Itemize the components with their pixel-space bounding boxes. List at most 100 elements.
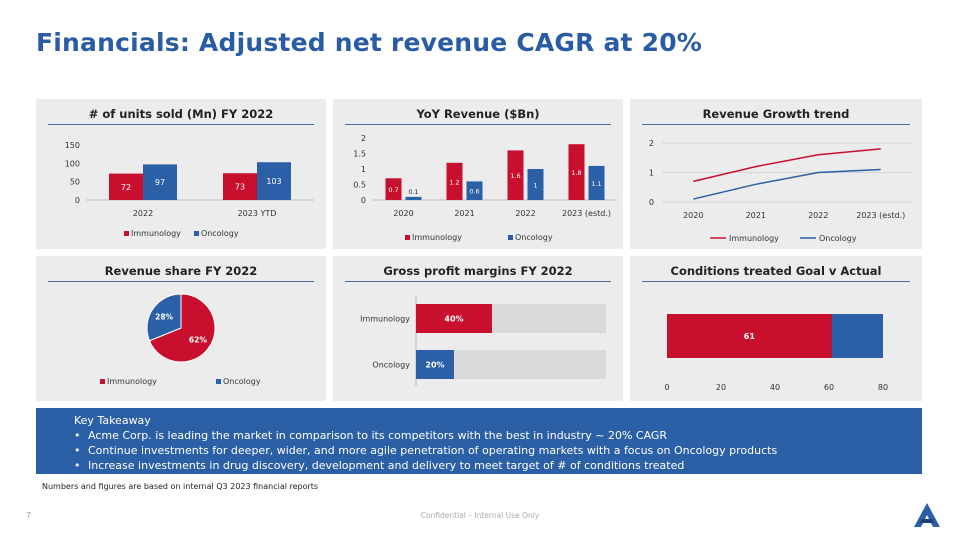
units-sold-panel: # of units sold (Mn) FY 2022 0 50 100 150 72… (36, 99, 326, 249)
gross-margin-chart: 40% Immunology 20% Oncology (360, 296, 606, 386)
key-takeaway-list: Acme Corp. is leading the market in comp… (74, 428, 777, 473)
revenue-share-divider (48, 281, 314, 282)
bar (416, 350, 454, 379)
gross-margin-panel: Gross profit margins FY 2022 40% Immunolo… (333, 256, 623, 401)
x-tick-label: 2021 (454, 209, 474, 218)
takeaway-bullet: Increase investments in drug discovery, … (74, 458, 777, 473)
y-tick-label: 1 (361, 165, 366, 174)
pie-slice (146, 293, 182, 342)
footnote: Numbers and figures are based on interna… (42, 482, 319, 491)
bar (405, 196, 422, 200)
x-tick-label: 2020 (683, 211, 703, 220)
data-label: 1.6 (510, 172, 520, 180)
data-label: 61 (744, 332, 756, 341)
x-tick-label: 80 (878, 383, 888, 392)
pie-slice (148, 293, 216, 363)
legend-label: Oncology (515, 233, 553, 242)
yoy-revenue-chart: 0 0.5 1 1.5 2 0.7 0.1 2020 1.2 0.6 2021 1.6 1 2022 1.8… (353, 134, 617, 242)
conditions-title: Conditions treated Goal v Actual (670, 264, 882, 278)
data-label: 20% (425, 361, 444, 370)
conditions-divider (642, 281, 910, 282)
revenue-share-title: Revenue share FY 2022 (104, 264, 258, 278)
legend-swatch (194, 231, 199, 236)
series-line (693, 148, 881, 183)
y-tick-label: 0.5 (353, 181, 366, 190)
yoy-revenue-title: YoY Revenue ($Bn) (416, 107, 540, 121)
legend-swatch (508, 235, 513, 240)
x-tick-label: 2023 YTD (238, 209, 277, 218)
growth-trend-panel: Revenue Growth trend 0 1 2 2020 2021 2022 2023… (630, 99, 922, 249)
page-title: Financials: Adjusted net revenue CAGR at… (36, 28, 703, 57)
growth-trend-chart: 0 1 2 2020 2021 2022 2023 (estd.) Immunology Onc… (649, 139, 912, 243)
slice-label: 28% (155, 313, 173, 322)
x-tick-label: 60 (824, 383, 834, 392)
data-label: 103 (266, 177, 281, 186)
yoy-revenue-divider (345, 124, 611, 125)
page-number: 7 (26, 511, 32, 520)
x-tick-label: 2022 (133, 209, 153, 218)
y-tick-label: 1.5 (353, 150, 366, 159)
slice-label: 62% (189, 335, 207, 344)
bar (143, 164, 177, 200)
legend-label: Immunology (729, 234, 779, 243)
data-label: 72 (121, 183, 131, 192)
units-sold-title: # of units sold (Mn) FY 2022 (88, 107, 274, 121)
key-takeaway-heading: Key Takeaway (74, 414, 151, 427)
company-logo-icon (914, 503, 940, 527)
y-tick-label: 50 (70, 178, 80, 187)
data-label: 0.7 (388, 186, 398, 194)
legend-swatch (100, 379, 105, 384)
legend-swatch (405, 235, 410, 240)
conditions-panel: Conditions treated Goal v Actual 61 0 20 40… (630, 256, 922, 401)
legend-label: Oncology (223, 377, 261, 386)
y-tick-label: 0 (649, 198, 654, 207)
data-label: 1.2 (449, 178, 459, 186)
bar (109, 173, 143, 200)
x-tick-label: 2020 (393, 209, 413, 218)
data-label: 1.8 (571, 169, 581, 177)
bar (223, 173, 257, 200)
bar (466, 181, 483, 200)
y-tick-label: 150 (65, 141, 80, 150)
series-line (693, 168, 881, 200)
growth-trend-divider (642, 124, 910, 125)
y-category-label: Oncology (372, 361, 410, 370)
bar (568, 144, 585, 200)
bar (257, 162, 291, 200)
data-label: 1.1 (591, 180, 601, 188)
actual-bar (667, 314, 832, 358)
legend-swatch (124, 231, 129, 236)
x-tick-label: 0 (664, 383, 669, 392)
legend-swatch (216, 379, 221, 384)
data-label: 0.1 (408, 188, 418, 196)
bar (385, 178, 402, 200)
legend-label: Immunology (412, 233, 462, 242)
data-label: 97 (155, 178, 165, 187)
yoy-revenue-panel: YoY Revenue ($Bn) 0 0.5 1 1.5 2 0.7 0.1 2020 1.2… (333, 99, 623, 249)
y-tick-label: 2 (361, 134, 366, 143)
revenue-share-panel: Revenue share FY 2022 62% 28% Immunology On… (36, 256, 326, 401)
y-tick-label: 1 (649, 169, 654, 178)
x-tick-label: 2021 (746, 211, 766, 220)
x-tick-label: 2023 (estd.) (856, 211, 905, 220)
data-label: 73 (235, 183, 245, 192)
bar (416, 304, 492, 333)
key-takeaway-box: Key Takeaway Acme Corp. is leading the m… (36, 408, 922, 474)
x-tick-label: 2023 (estd.) (562, 209, 611, 218)
data-label: 1 (533, 182, 537, 190)
bar (527, 169, 544, 200)
x-tick-label: 2022 (515, 209, 535, 218)
data-label: 0.6 (469, 188, 479, 196)
bar (588, 165, 605, 200)
gross-margin-title: Gross profit margins FY 2022 (383, 264, 573, 278)
legend-label: Oncology (819, 234, 857, 243)
revenue-share-chart: 62% 28% Immunology Oncology (100, 293, 261, 386)
growth-trend-title: Revenue Growth trend (702, 107, 850, 121)
y-tick-label: 0 (361, 196, 366, 205)
y-tick-label: 100 (65, 159, 80, 168)
data-label: 40% (444, 315, 463, 324)
legend-label: Oncology (201, 229, 239, 238)
bar (446, 162, 463, 200)
legend-label: Immunology (107, 377, 157, 386)
confidential-label: Confidential – Internal Use Only (420, 511, 540, 520)
